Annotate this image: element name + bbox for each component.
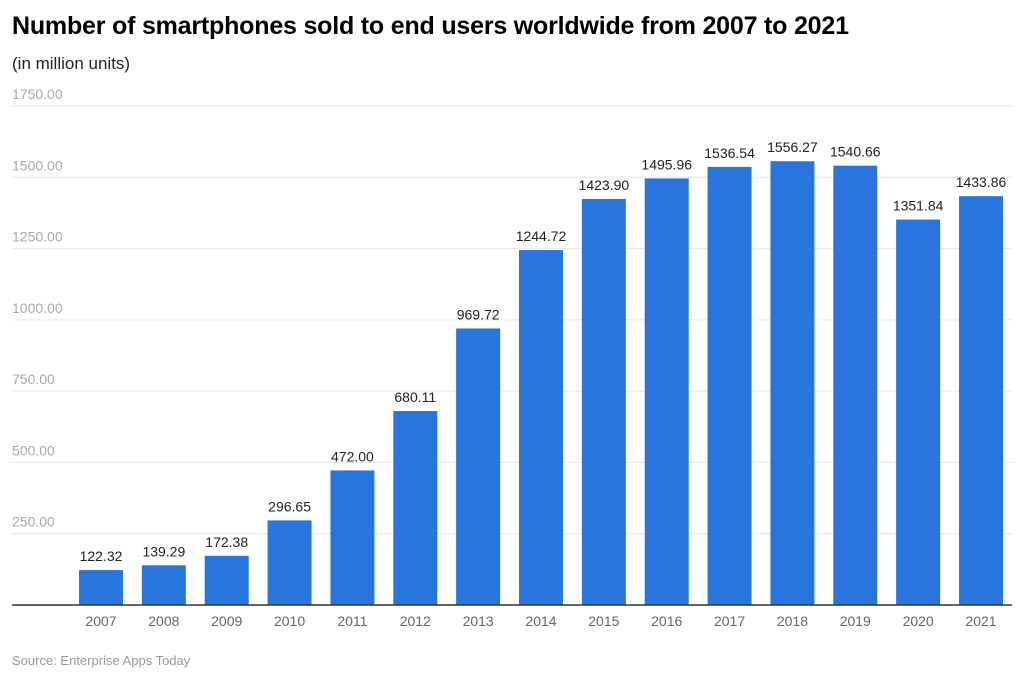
y-tick-label: 500.00 [12,442,55,458]
bar [519,250,563,606]
bar [896,219,941,606]
x-tick-label: 2011 [337,613,367,629]
x-tick-label: 2021 [965,613,996,629]
y-tick-label: 1250.00 [12,229,63,245]
x-tick-label: 2007 [85,613,116,629]
data-label: 1433.86 [956,174,1007,190]
bar [456,328,501,605]
bar [644,178,689,606]
data-label: 1536.54 [704,145,755,161]
chart-title: Number of smartphones sold to end users … [12,12,849,40]
x-tick-label: 2016 [651,613,682,629]
bar [79,570,123,605]
data-label: 680.11 [394,389,436,405]
x-tick-label: 2008 [148,613,179,629]
x-tick-label: 2013 [463,613,494,629]
bar [393,411,438,605]
chart-subtitle: (in million units) [12,54,131,73]
bar [959,196,1003,605]
x-tick-label: 2015 [588,613,619,629]
x-tick-label: 2019 [840,613,871,629]
data-label: 1540.66 [830,144,881,160]
x-tick-label: 2010 [274,613,305,629]
data-label: 172.38 [205,534,248,550]
data-label: 139.29 [142,543,185,559]
bar [581,198,626,605]
y-tick-label: 1750.00 [12,86,63,102]
y-tick-label: 1000.00 [12,300,63,316]
data-label: 1423.90 [579,177,630,193]
y-tick-label: 1500.00 [12,157,63,173]
x-tick-label: 2020 [903,613,934,629]
bar [833,165,878,605]
x-tick-label: 2017 [714,613,745,629]
x-tick-label: 2014 [525,613,556,629]
data-label: 296.65 [268,498,311,514]
source-note: Source: Enterprise Apps Today [12,653,191,668]
y-tick-label: 250.00 [12,514,55,530]
data-label: 1495.96 [641,156,692,172]
y-tick-label: 750.00 [12,371,55,387]
bar [267,520,312,605]
data-label: 1556.27 [767,139,818,155]
bar [330,470,375,605]
x-tick-label: 2018 [777,613,808,629]
data-label: 969.72 [457,306,500,322]
bar [707,166,752,606]
data-label: 472.00 [331,448,374,464]
x-tick-label: 2012 [400,613,431,629]
x-tick-label: 2009 [211,613,242,629]
data-label: 1351.84 [893,198,944,214]
data-label: 122.32 [80,548,123,564]
bar [141,565,186,605]
bar [204,555,249,605]
bar [770,161,815,605]
data-label: 1244.72 [516,228,567,244]
